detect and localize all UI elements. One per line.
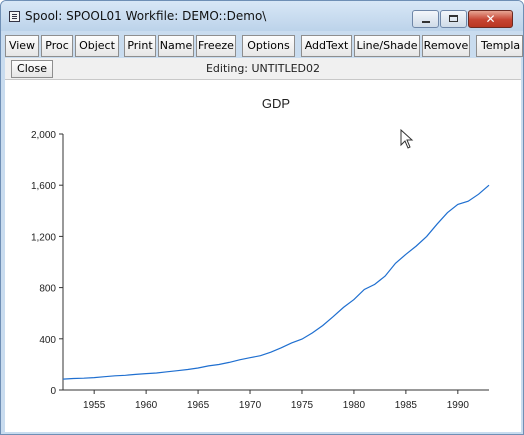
minimize-icon [422, 21, 430, 23]
x-tick-label: 1985 [395, 400, 418, 411]
x-tick-label: 1990 [447, 400, 470, 411]
close-entry-button[interactable]: Close [11, 60, 53, 78]
toolbar-options-button[interactable]: Options [242, 35, 295, 57]
x-tick-label: 1955 [83, 400, 106, 411]
gdp-chart[interactable]: GDP 0 400 800 1,200 1,600 2,000 1955 1960 1965 197… [5, 80, 521, 432]
x-tick-label: 1975 [291, 400, 314, 411]
toolbar-proc-button[interactable]: Proc [41, 35, 73, 57]
toolbar-lineshade-button[interactable]: Line/Shade [354, 35, 420, 57]
y-tick-label: 800 [39, 284, 56, 295]
x-tick-label: 1970 [239, 400, 262, 411]
toolbar-addtext-button[interactable]: AddText [301, 35, 352, 57]
gdp-series-line [62, 184, 490, 380]
mouse-pointer-icon [400, 129, 414, 149]
x-tick-label: 1960 [135, 400, 158, 411]
spool-toolbar: View Proc Object Print Name Freeze Optio… [5, 35, 523, 57]
toolbar-object-button[interactable]: Object [75, 35, 119, 57]
close-window-button[interactable]: ✕ [468, 10, 513, 28]
spool-app-icon[interactable] [9, 11, 20, 22]
y-tick-label: 400 [39, 335, 56, 346]
toolbar-template-button[interactable]: Templa [476, 35, 523, 57]
y-tick-label: 0 [50, 386, 56, 397]
maximize-button[interactable] [440, 10, 467, 28]
chart-title: GDP [262, 96, 290, 111]
y-tick-label: 1,200 [31, 232, 56, 243]
x-tick-label: 1980 [343, 400, 366, 411]
window-title: Spool: SPOOL01 Workfile: DEMO::Demo\ [25, 9, 267, 23]
toolbar-name-button[interactable]: Name [158, 35, 194, 57]
toolbar-print-button[interactable]: Print [124, 35, 156, 57]
title-bar[interactable]: Spool: SPOOL01 Workfile: DEMO::Demo\ ✕ [1, 1, 523, 31]
minimize-button[interactable] [412, 10, 439, 28]
toolbar-view-button[interactable]: View [5, 35, 39, 57]
y-tick-label: 2,000 [31, 130, 56, 141]
spool-subbar: Close Editing: UNTITLED02 [5, 58, 521, 80]
toolbar-remove-button[interactable]: Remove [422, 35, 470, 57]
x-tick-label: 1965 [187, 400, 210, 411]
maximize-icon [449, 15, 458, 22]
y-tick-label: 1,600 [31, 181, 56, 192]
graph-area[interactable]: GDP 0 400 800 1,200 1,600 2,000 1955 1960 1965 197… [5, 80, 521, 432]
close-icon: ✕ [485, 12, 496, 26]
editing-status: Editing: UNTITLED02 [205, 62, 321, 75]
toolbar-freeze-button[interactable]: Freeze [196, 35, 236, 57]
